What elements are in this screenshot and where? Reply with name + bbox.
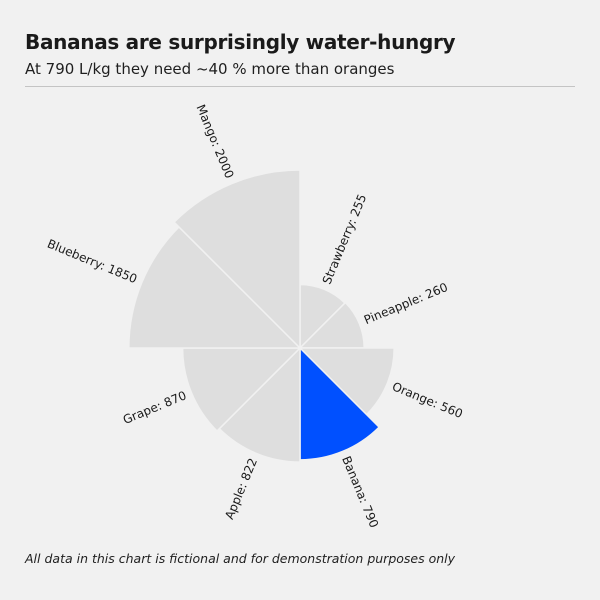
title-divider xyxy=(25,86,575,87)
chart-subtitle: At 790 L/kg they need ~40 % more than or… xyxy=(25,60,395,78)
label-strawberry: Strawberry: 255 xyxy=(320,192,370,286)
label-mango: Mango: 2000 xyxy=(193,102,236,180)
label-apple: Apple: 822 xyxy=(222,456,260,521)
slice-apple xyxy=(218,346,301,463)
chart-title: Bananas are surprisingly water-hungry xyxy=(25,30,456,54)
label-blueberry: Blueberry: 1850 xyxy=(45,237,139,287)
slice-mango xyxy=(173,169,301,350)
label-pineapple: Pineapple: 260 xyxy=(362,280,450,327)
slice-banana xyxy=(299,346,381,461)
slice-grape xyxy=(181,347,302,433)
label-grape: Grape: 870 xyxy=(121,388,189,427)
footnote: All data in this chart is fictional and … xyxy=(25,551,456,566)
label-orange: Orange: 560 xyxy=(390,379,465,421)
slices-group xyxy=(128,169,395,463)
label-banana: Banana: 790 xyxy=(339,454,381,530)
slice-blueberry xyxy=(128,225,302,349)
slice-orange xyxy=(298,347,395,416)
